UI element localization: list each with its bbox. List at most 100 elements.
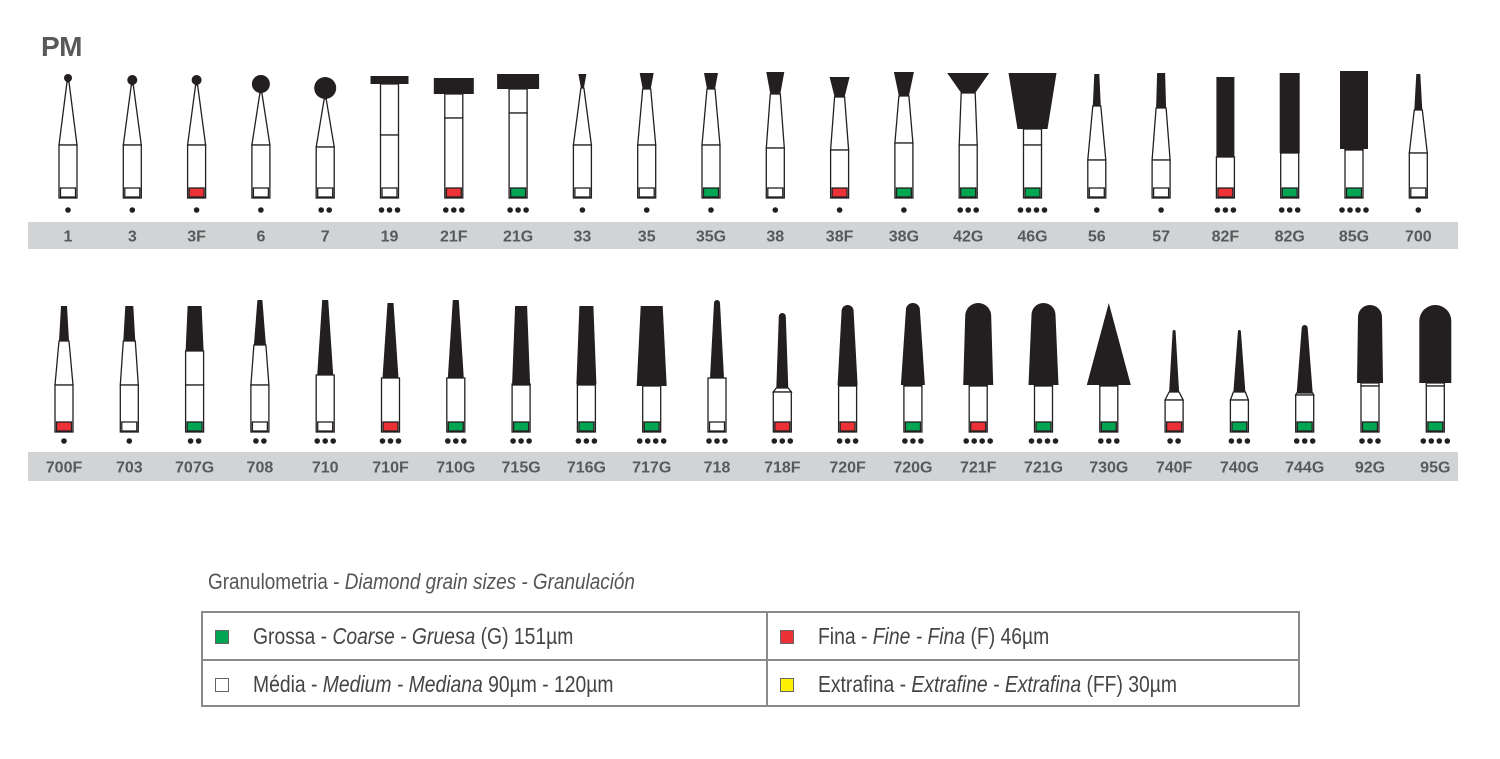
shank-dot-marker [1375,438,1381,444]
bur-721f: 721F [960,303,997,477]
shank-dot-marker [1309,438,1316,444]
shank-dot-marker [1415,207,1422,213]
bur-neck [119,340,139,386]
bur-code-label: 3F [187,229,206,246]
shank-dot-marker [1041,207,1048,213]
bur-21g: 21G [497,74,540,246]
bur-head [710,300,724,378]
grit-color-band [960,187,977,198]
grit-color-band [1281,187,1298,198]
bur-neck [765,93,785,149]
shank-dot-marker [61,438,67,444]
shank-dot-marker [518,438,524,444]
bur-21f: 21F [433,78,474,246]
bur-code-label: 718F [764,460,801,477]
bur-code-label: 21G [503,229,533,246]
shank-dot-marker [459,207,465,213]
shank-dot-marker [395,438,402,444]
shank-dot-marker [1222,207,1229,213]
bur-code-label: 1 [64,229,73,246]
bur-92g: 92G [1355,305,1385,477]
shank-dot-marker [836,438,843,444]
bur-neck [122,84,143,146]
bur-neck [315,98,335,148]
shank-dot-marker [1106,438,1112,444]
bur-shank [1022,144,1043,199]
shank-dot-marker [965,207,971,213]
legend-item-coarse: Grossa - Coarse - Gruesa (G) 151µm [203,613,766,660]
grit-color-band [831,187,848,198]
bur-710f: 710F [372,303,409,477]
bur-code-label: 38G [889,229,919,246]
shank-dot-marker [591,438,598,444]
shank-dot-marker [1017,207,1024,213]
bur-shank [119,384,139,433]
bur-head [433,78,474,94]
shank-dot-marker [1293,438,1300,444]
shank-dot-marker [902,438,908,444]
grit-color-band [447,421,464,432]
shank-dot-marker [971,438,977,444]
bur-code-label: 720F [829,460,866,477]
shank-dot-marker [1028,438,1035,444]
bur-38f: 38F [826,77,854,246]
bur-neck [636,88,657,146]
shank-dot-marker [195,438,202,444]
bur-700f: 700F [46,306,83,477]
bur-42g: 42G [947,73,990,246]
bur-57: 57 [1151,73,1171,246]
bur-shank [1099,385,1119,433]
grit-color-band [1088,187,1105,198]
bur-shank [251,144,271,199]
shank-dot-marker [1175,438,1181,444]
bur-head-ball [191,75,202,85]
bur-code-label: 740G [1220,460,1259,477]
shank-dot-marker [1098,438,1104,444]
bur-6: 6 [251,75,271,246]
code-label-bar [28,222,1458,249]
shank-dot-marker [1363,207,1369,213]
grit-color-band [895,187,913,198]
bur-shank [765,147,785,199]
bur-shank [1360,385,1380,433]
bur-shank [968,385,988,433]
shank-dot-marker [1367,438,1373,444]
shank-dot-marker [1278,207,1285,213]
shank-dot-marker [1359,438,1365,444]
bur-neck [1087,105,1107,161]
bur-head [1419,305,1452,383]
shank-dot-marker [526,438,532,444]
bur-head [59,306,69,341]
bur-19: 19 [370,76,409,246]
bur-95g: 95G [1419,305,1452,477]
grit-color-band [251,421,269,432]
shank-dot-marker [1355,207,1361,213]
bur-shank [58,144,78,199]
bur-head [639,73,654,89]
bur-720f: 720F [829,305,866,477]
bur-neck [1022,128,1043,146]
bur-721g: 721G [1024,303,1063,477]
bur-code-label: 46G [1017,229,1047,246]
shank-dot-marker [636,438,643,444]
shank-dot-marker [258,207,264,213]
bur-707g: 707G [175,306,214,477]
bur-head [766,72,785,94]
bur-shank [508,112,528,199]
bur-code-label: 700F [46,460,83,477]
grit-color-band [839,421,856,432]
shank-dot-marker [1033,207,1040,213]
bur-head [253,300,266,345]
bur-shank [315,146,335,199]
legend-item-fine: Fina - Fine - Fina (F) 46µm [768,613,1298,660]
bur-code-label: 740F [1156,460,1193,477]
bur-code-label: 716G [567,460,606,477]
bur-740g: 740G [1220,330,1259,477]
shank-dot-marker [1236,438,1243,444]
bur-head [776,313,789,388]
shank-dot-marker [378,207,385,213]
bur-code-label: 703 [116,460,143,477]
bur-neck [184,350,205,386]
shank-dot-marker [510,438,516,444]
shank-dot-marker [1025,207,1032,213]
